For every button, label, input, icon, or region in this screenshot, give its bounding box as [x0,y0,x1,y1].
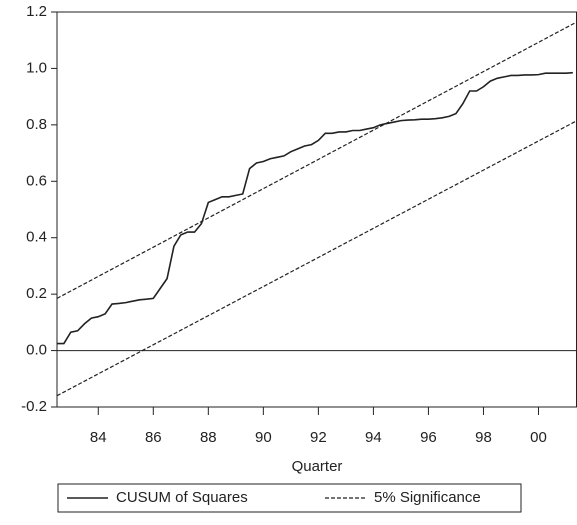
y-tick-label: 1.0 [26,59,47,76]
cusum-line [57,71,573,345]
plot-frame [56,11,577,408]
legend-label: 5% Significance [374,489,481,506]
x-tick-label: 96 [420,429,437,446]
x-axis-label: Quarter [292,458,343,475]
x-tick-label: 94 [365,429,382,446]
y-tick-label: 0.6 [26,172,47,189]
x-tick-label: 90 [255,429,272,446]
x-tick-label: 88 [200,429,217,446]
significance-bound [56,120,577,397]
legend-label: CUSUM of Squares [116,489,248,506]
y-tick-label: 0.2 [26,285,47,302]
significance-bound [56,21,577,299]
y-tick-label: -0.2 [21,398,47,415]
x-tick-label: 00 [530,429,547,446]
y-tick-label: 1.2 [26,3,47,20]
x-tick-label: 92 [310,429,327,446]
x-tick-label: 84 [90,429,107,446]
y-tick-label: 0.4 [26,229,47,246]
y-tick-label: 0.0 [26,342,47,359]
y-tick-label: 0.8 [26,116,47,133]
legend-box [57,483,522,513]
x-tick-label: 86 [145,429,162,446]
x-tick-label: 98 [475,429,492,446]
